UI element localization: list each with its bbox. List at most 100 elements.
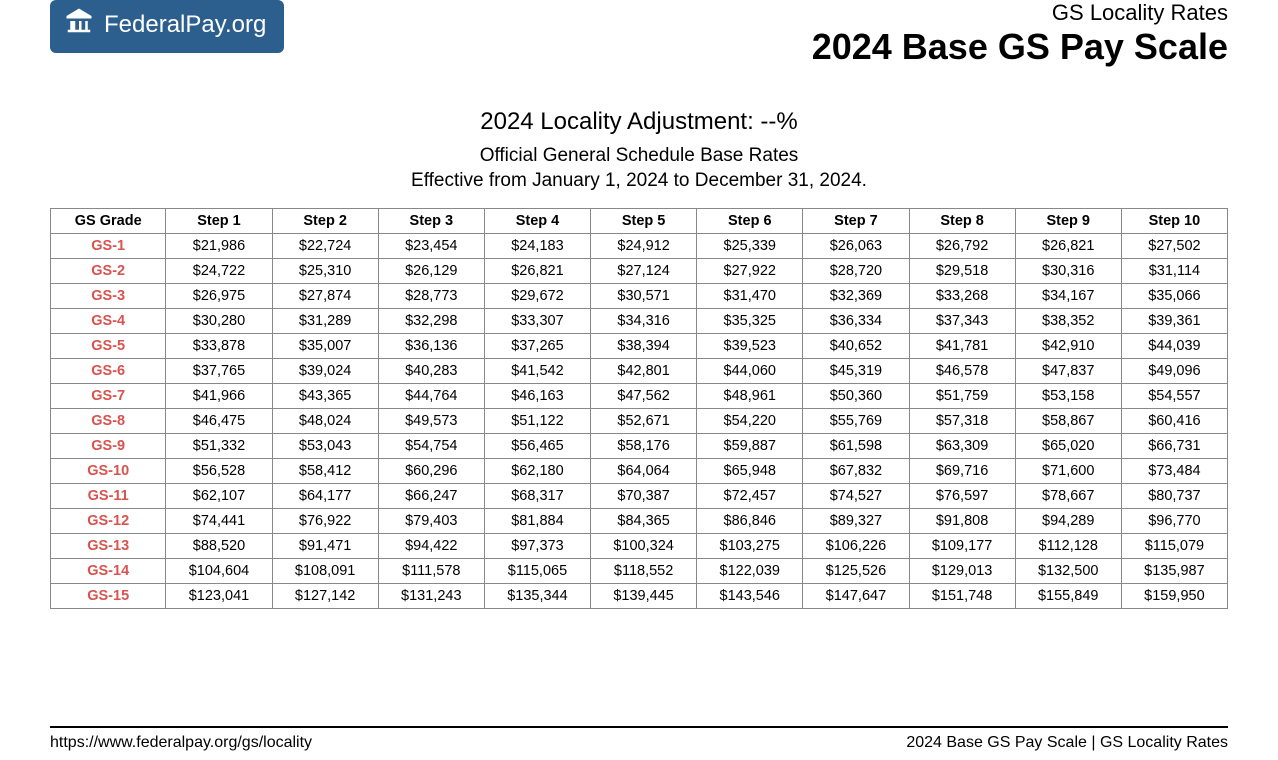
- table-row: GS-6$37,765$39,024$40,283$41,542$42,801$…: [51, 359, 1228, 384]
- pay-cell: $139,445: [591, 584, 697, 609]
- table-head: GS GradeStep 1Step 2Step 3Step 4Step 5St…: [51, 209, 1228, 234]
- pay-cell: $47,837: [1015, 359, 1121, 384]
- pay-cell: $62,180: [484, 459, 590, 484]
- pay-cell: $31,470: [697, 284, 803, 309]
- pay-cell: $54,557: [1121, 384, 1227, 409]
- pay-cell: $39,361: [1121, 309, 1227, 334]
- pay-cell: $147,647: [803, 584, 909, 609]
- pay-cell: $54,754: [378, 434, 484, 459]
- header-subtitle: GS Locality Rates: [812, 0, 1228, 26]
- pay-cell: $108,091: [272, 559, 378, 584]
- pay-cell: $49,096: [1121, 359, 1227, 384]
- pay-cell: $64,064: [591, 459, 697, 484]
- pay-cell: $27,502: [1121, 234, 1227, 259]
- footer: https://www.federalpay.org/gs/locality 2…: [50, 726, 1228, 752]
- table-header-cell: Step 3: [378, 209, 484, 234]
- pay-cell: $40,652: [803, 334, 909, 359]
- pay-cell: $123,041: [166, 584, 272, 609]
- pay-cell: $51,122: [484, 409, 590, 434]
- table-header-row: GS GradeStep 1Step 2Step 3Step 4Step 5St…: [51, 209, 1228, 234]
- pay-cell: $127,142: [272, 584, 378, 609]
- pay-cell: $37,343: [909, 309, 1015, 334]
- pay-cell: $26,792: [909, 234, 1015, 259]
- pay-cell: $100,324: [591, 534, 697, 559]
- table-row: GS-5$33,878$35,007$36,136$37,265$38,394$…: [51, 334, 1228, 359]
- pay-cell: $94,289: [1015, 509, 1121, 534]
- pay-cell: $41,966: [166, 384, 272, 409]
- table-row: GS-1$21,986$22,724$23,454$24,183$24,912$…: [51, 234, 1228, 259]
- pay-cell: $36,334: [803, 309, 909, 334]
- pay-cell: $32,369: [803, 284, 909, 309]
- pay-cell: $143,546: [697, 584, 803, 609]
- pay-cell: $91,808: [909, 509, 1015, 534]
- pay-cell: $78,667: [1015, 484, 1121, 509]
- pay-cell: $44,764: [378, 384, 484, 409]
- pay-cell: $52,671: [591, 409, 697, 434]
- grade-cell: GS-8: [51, 409, 166, 434]
- pay-cell: $67,832: [803, 459, 909, 484]
- pay-cell: $68,317: [484, 484, 590, 509]
- pay-scale-table: GS GradeStep 1Step 2Step 3Step 4Step 5St…: [50, 208, 1228, 609]
- pay-cell: $79,403: [378, 509, 484, 534]
- pay-cell: $29,518: [909, 259, 1015, 284]
- pay-cell: $35,325: [697, 309, 803, 334]
- pay-cell: $24,912: [591, 234, 697, 259]
- pay-cell: $125,526: [803, 559, 909, 584]
- grade-cell: GS-5: [51, 334, 166, 359]
- pay-cell: $33,268: [909, 284, 1015, 309]
- pay-cell: $27,124: [591, 259, 697, 284]
- pay-cell: $57,318: [909, 409, 1015, 434]
- pay-cell: $46,578: [909, 359, 1015, 384]
- pay-cell: $50,360: [803, 384, 909, 409]
- pay-cell: $63,309: [909, 434, 1015, 459]
- pay-cell: $26,975: [166, 284, 272, 309]
- grade-cell: GS-9: [51, 434, 166, 459]
- header-right: GS Locality Rates 2024 Base GS Pay Scale: [812, 0, 1228, 68]
- table-row: GS-3$26,975$27,874$28,773$29,672$30,571$…: [51, 284, 1228, 309]
- pay-cell: $51,759: [909, 384, 1015, 409]
- pay-cell: $28,773: [378, 284, 484, 309]
- pay-cell: $38,352: [1015, 309, 1121, 334]
- pay-cell: $159,950: [1121, 584, 1227, 609]
- pay-cell: $38,394: [591, 334, 697, 359]
- table-header-cell: Step 7: [803, 209, 909, 234]
- pay-cell: $22,724: [272, 234, 378, 259]
- pay-cell: $88,520: [166, 534, 272, 559]
- pay-cell: $58,412: [272, 459, 378, 484]
- table-header-cell: Step 4: [484, 209, 590, 234]
- pay-cell: $66,731: [1121, 434, 1227, 459]
- pay-cell: $41,542: [484, 359, 590, 384]
- pay-cell: $34,167: [1015, 284, 1121, 309]
- grade-cell: GS-14: [51, 559, 166, 584]
- pay-cell: $51,332: [166, 434, 272, 459]
- table-row: GS-8$46,475$48,024$49,573$51,122$52,671$…: [51, 409, 1228, 434]
- pay-cell: $118,552: [591, 559, 697, 584]
- table-row: GS-14$104,604$108,091$111,578$115,065$11…: [51, 559, 1228, 584]
- desc-line-2: Effective from January 1, 2024 to Decemb…: [0, 169, 1278, 194]
- grade-cell: GS-11: [51, 484, 166, 509]
- table-header-cell: Step 8: [909, 209, 1015, 234]
- pay-cell: $47,562: [591, 384, 697, 409]
- pay-cell: $56,528: [166, 459, 272, 484]
- pay-cell: $66,247: [378, 484, 484, 509]
- table-header-cell: Step 1: [166, 209, 272, 234]
- pay-cell: $112,128: [1015, 534, 1121, 559]
- pay-cell: $64,177: [272, 484, 378, 509]
- grade-cell: GS-2: [51, 259, 166, 284]
- pay-cell: $97,373: [484, 534, 590, 559]
- pay-cell: $23,454: [378, 234, 484, 259]
- table-row: GS-7$41,966$43,365$44,764$46,163$47,562$…: [51, 384, 1228, 409]
- pay-cell: $61,598: [803, 434, 909, 459]
- pay-cell: $24,183: [484, 234, 590, 259]
- pay-cell: $58,176: [591, 434, 697, 459]
- pay-cell: $86,846: [697, 509, 803, 534]
- pay-cell: $96,770: [1121, 509, 1227, 534]
- pay-cell: $70,387: [591, 484, 697, 509]
- pay-cell: $21,986: [166, 234, 272, 259]
- pay-cell: $36,136: [378, 334, 484, 359]
- pay-cell: $39,024: [272, 359, 378, 384]
- pay-cell: $33,878: [166, 334, 272, 359]
- logo-text: FederalPay.org: [104, 11, 266, 39]
- pay-cell: $115,079: [1121, 534, 1227, 559]
- pay-cell: $54,220: [697, 409, 803, 434]
